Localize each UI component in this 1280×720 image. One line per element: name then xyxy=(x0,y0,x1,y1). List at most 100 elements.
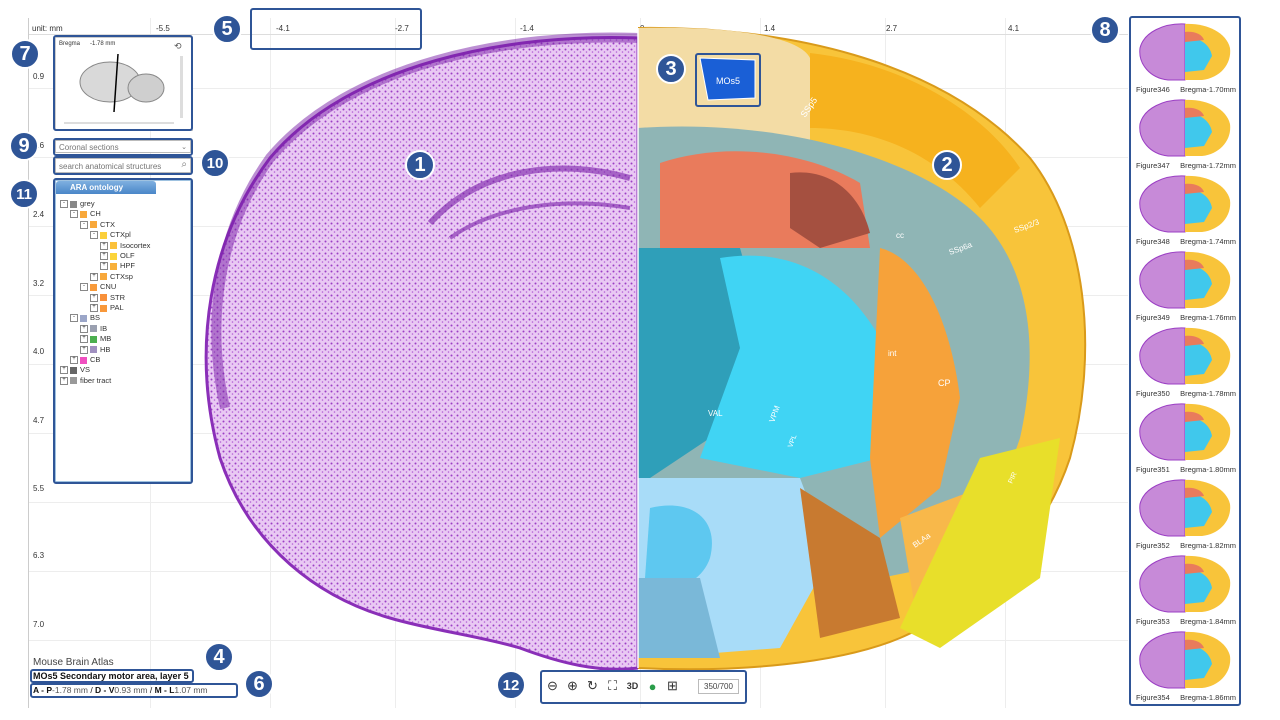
ontology-item[interactable]: + STR xyxy=(90,293,125,303)
thumbnail-image xyxy=(1139,175,1231,233)
ontology-item[interactable]: + CTXsp xyxy=(90,272,133,282)
ontology-item-label: CTXsp xyxy=(110,271,133,281)
ontology-item[interactable]: + HB xyxy=(80,345,110,355)
ontology-item[interactable]: + HPF xyxy=(100,261,135,271)
color-swatch xyxy=(90,221,97,229)
3d-view-icon[interactable]: 3D xyxy=(626,681,639,691)
section-type-select[interactable]: Coronal sections ⌄ xyxy=(55,140,191,153)
expand-icon[interactable]: + xyxy=(90,293,98,302)
bregma-3d-preview[interactable]: Bregma -1.78 mm ⟲ xyxy=(55,37,193,131)
ontology-item[interactable]: - CNU xyxy=(80,282,116,292)
ontology-item[interactable]: - CTX xyxy=(80,220,115,230)
expand-icon[interactable]: + xyxy=(90,272,98,281)
expand-icon[interactable]: + xyxy=(100,252,108,261)
vertical-slider[interactable] xyxy=(180,56,183,118)
section-thumbnail[interactable]: Figure352 Bregma-1.82mm xyxy=(1134,476,1236,550)
atlas-hemisphere xyxy=(638,26,1087,671)
ontology-item[interactable]: + PAL xyxy=(90,303,124,313)
expand-icon[interactable]: + xyxy=(100,241,108,250)
ontology-item[interactable]: + OLF xyxy=(100,251,135,261)
ontology-item-label: CB xyxy=(90,355,101,364)
thumbnail-bregma: Bregma-1.76mm xyxy=(1180,313,1236,322)
thumbnail-bregma: Bregma-1.84mm xyxy=(1180,617,1236,626)
collapse-icon[interactable]: - xyxy=(60,200,68,209)
ontology-item[interactable]: - grey xyxy=(60,199,95,209)
color-swatch xyxy=(80,356,87,364)
highlight-section-select xyxy=(53,138,193,156)
section-thumbnail[interactable]: Figure350 Bregma-1.78mm xyxy=(1134,324,1236,398)
section-thumbnail[interactable]: Figure351 Bregma-1.80mm xyxy=(1134,400,1236,474)
thumbnail-figure: Figure350 xyxy=(1136,389,1170,398)
zoom-in-icon[interactable]: ⊕ xyxy=(567,678,578,693)
ontology-item[interactable]: - CH xyxy=(70,209,101,219)
section-thumbnail[interactable]: Figure348 Bregma-1.74mm xyxy=(1134,172,1236,246)
section-thumbnail[interactable]: Figure346 Bregma-1.70mm xyxy=(1134,20,1236,94)
color-swatch xyxy=(100,294,107,302)
mos5-region[interactable] xyxy=(699,57,756,101)
thumbnail-image xyxy=(1139,23,1231,81)
reset-icon[interactable]: ↻ xyxy=(587,678,598,693)
globe-icon[interactable]: ● xyxy=(648,678,657,694)
ontology-item-label: CTXpl xyxy=(110,230,131,240)
callout-badge: 9 xyxy=(9,131,39,161)
thumbnail-caption: Figure349 Bregma-1.76mm xyxy=(1136,313,1236,322)
color-swatch xyxy=(90,283,97,291)
expand-icon[interactable]: + xyxy=(80,345,88,354)
rotate-icon[interactable]: ⟲ xyxy=(174,41,182,51)
ontology-item[interactable]: + fiber tract xyxy=(60,376,111,386)
expand-icon[interactable]: + xyxy=(60,366,68,375)
callout-badge: 4 xyxy=(204,642,234,672)
ontology-item-label: BS xyxy=(90,313,101,323)
ruler-tick: -1.4 xyxy=(520,24,534,33)
ml-label: M - L xyxy=(154,685,175,695)
expand-icon[interactable]: + xyxy=(100,262,108,271)
expand-icon[interactable]: + xyxy=(80,335,88,344)
section-thumbnail[interactable]: Figure353 Bregma-1.84mm xyxy=(1134,552,1236,626)
color-swatch xyxy=(80,314,87,322)
highlight-coords xyxy=(30,683,238,698)
collapse-icon[interactable]: - xyxy=(70,210,78,219)
ruler-tick: 3.2 xyxy=(33,279,45,288)
ontology-item[interactable]: + VS xyxy=(60,365,90,375)
ruler-tick: 1.4 xyxy=(764,24,776,33)
callout-badge: 2 xyxy=(932,150,962,180)
ontology-header[interactable]: ARA ontology xyxy=(56,181,156,194)
ontology-item[interactable]: - BS xyxy=(70,313,100,323)
section-thumbnail[interactable]: Figure347 Bregma-1.72mm xyxy=(1134,96,1236,170)
ontology-item[interactable]: + IB xyxy=(80,324,107,334)
ontology-item[interactable]: + MB xyxy=(80,334,111,344)
expand-icon[interactable]: + xyxy=(60,376,68,385)
thumbnail-figure: Figure349 xyxy=(1136,313,1170,322)
grid-view-icon[interactable]: ⊞ xyxy=(667,678,678,693)
ontology-item[interactable]: + CB xyxy=(70,355,100,365)
ontology-item[interactable]: + Isocortex xyxy=(100,241,150,251)
bregma-label: Bregma xyxy=(59,41,81,47)
fit-frame-icon[interactable]: ⛶ xyxy=(607,678,618,693)
section-thumbnail[interactable]: Figure349 Bregma-1.76mm xyxy=(1134,248,1236,322)
brain-section-viewer[interactable]: MOs5 SSp5 SSp2/3 SSp6a cc int CP VAL VPM… xyxy=(180,18,1120,678)
slice-counter: 350/700 xyxy=(698,678,739,694)
ontology-title: ARA ontology xyxy=(70,183,124,192)
collapse-icon[interactable]: - xyxy=(80,220,88,229)
thumbnail-caption: Figure347 Bregma-1.72mm xyxy=(1136,161,1236,170)
ml-value: 1.07 mm xyxy=(174,685,208,695)
zoom-out-icon[interactable]: ⊖ xyxy=(547,678,558,693)
collapse-icon[interactable]: - xyxy=(90,231,98,240)
expand-icon[interactable]: + xyxy=(70,356,78,365)
horizontal-slider[interactable] xyxy=(64,122,174,124)
thumbnail-bregma: Bregma-1.74mm xyxy=(1180,237,1236,246)
search-input[interactable] xyxy=(56,159,180,173)
search-icon[interactable]: ⌕ xyxy=(181,159,187,170)
ontology-item-label: CNU xyxy=(100,282,117,292)
section-thumbnail[interactable]: Figure354 Bregma-1.86mm xyxy=(1134,628,1236,702)
brain-3d-icon xyxy=(79,53,165,113)
expand-icon[interactable]: + xyxy=(90,304,98,313)
ruler-tick: 4.7 xyxy=(33,416,45,425)
collapse-icon[interactable]: - xyxy=(80,283,88,292)
thumbnail-bregma: Bregma-1.70mm xyxy=(1180,85,1236,94)
collapse-icon[interactable]: - xyxy=(70,314,78,323)
ontology-item[interactable]: - CTXpl xyxy=(90,230,131,240)
expand-icon[interactable]: + xyxy=(80,324,88,333)
dv-label: D - V xyxy=(95,685,115,695)
left-ruler-line xyxy=(28,18,29,708)
